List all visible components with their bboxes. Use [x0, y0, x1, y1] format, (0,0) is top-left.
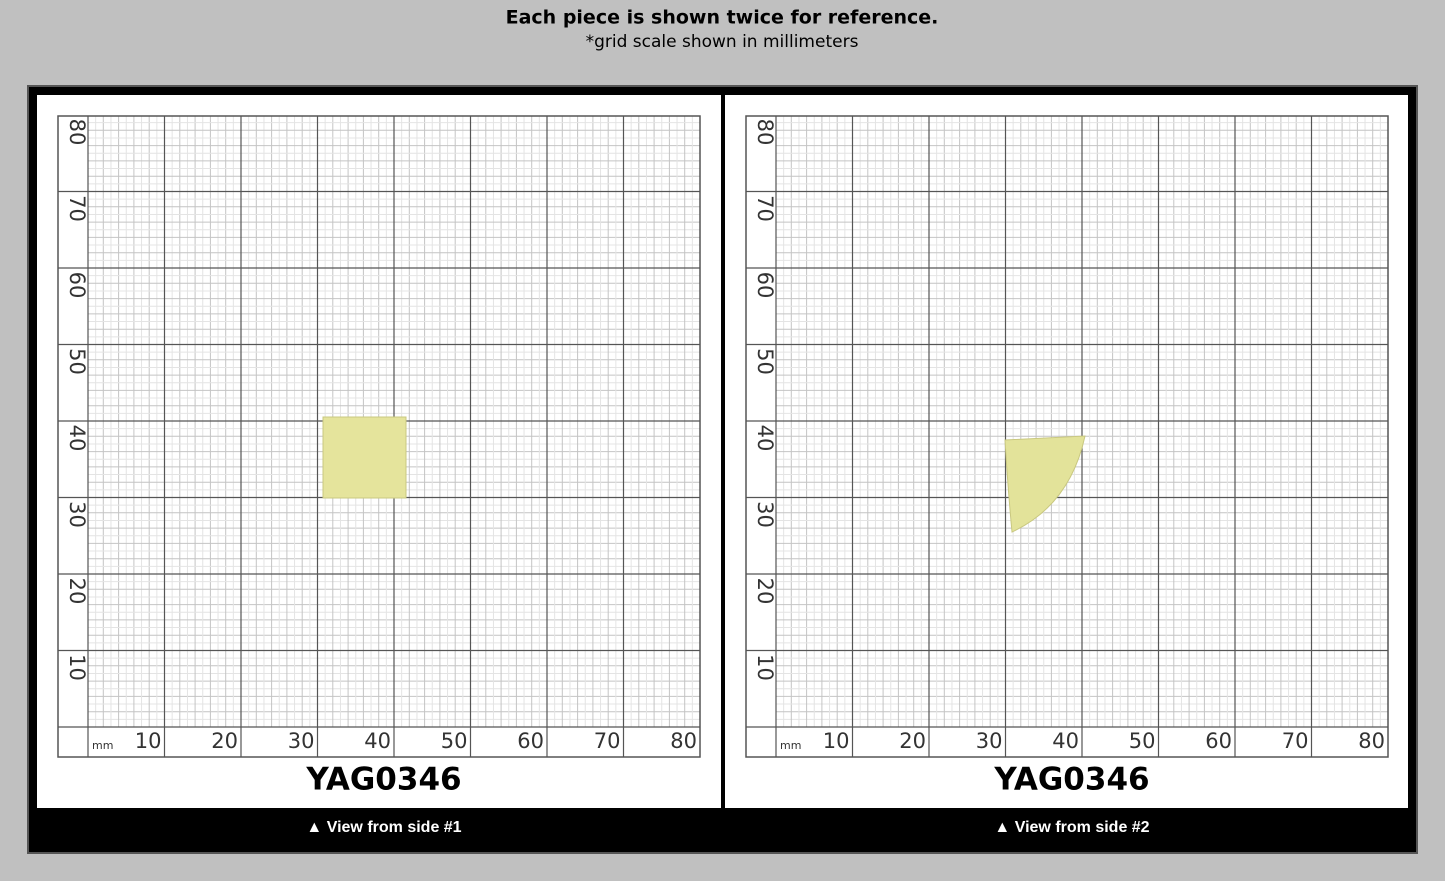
y-scale-label: 70: [65, 195, 89, 222]
y-scale-label: 70: [753, 195, 777, 222]
subtitle: *grid scale shown in millimeters: [586, 32, 859, 52]
y-scale-label: 60: [65, 272, 89, 299]
y-scale-label: 30: [753, 501, 777, 528]
x-scale-label: 20: [211, 729, 238, 753]
y-scale-label: 40: [753, 425, 777, 452]
x-scale-label: 40: [1052, 729, 1079, 753]
x-scale-label: 20: [899, 729, 926, 753]
y-scale-label: 10: [753, 654, 777, 681]
x-scale-label: 70: [1282, 729, 1309, 753]
panel: mm 10 20 30 40 50 60 70 80 10 20 30 40 50 60 70 80 YAG034…: [57, 115, 701, 836]
x-scale-label: 80: [1358, 729, 1385, 753]
caption: ▲ View from side #1: [306, 819, 461, 836]
piece-label: YAG0346: [305, 762, 461, 798]
x-scale-label: 40: [364, 729, 391, 753]
y-scale-label: 20: [753, 578, 777, 605]
x-scale-label: 60: [1205, 729, 1232, 753]
crystal-piece: [322, 416, 407, 499]
y-scale-label: 40: [65, 425, 89, 452]
y-scale-label: 50: [65, 348, 89, 375]
unit-label: mm: [780, 739, 801, 752]
x-scale-label: 70: [594, 729, 621, 753]
panel: mm 10 20 30 40 50 60 70 80 10 20 30 40 50 60 70 80 YAG034…: [745, 115, 1389, 836]
title: Each piece is shown twice for reference.: [506, 7, 939, 29]
x-scale-label: 10: [823, 729, 850, 753]
x-scale-label: 30: [976, 729, 1003, 753]
y-scale-label: 60: [753, 272, 777, 299]
x-scale-label: 50: [1129, 729, 1156, 753]
x-scale-label: 80: [670, 729, 697, 753]
y-scale-label: 80: [753, 119, 777, 146]
x-scale-label: 50: [441, 729, 468, 753]
grid-border: [57, 115, 701, 758]
x-scale-label: 10: [135, 729, 162, 753]
y-scale-label: 80: [65, 119, 89, 146]
x-scale-label: 60: [517, 729, 544, 753]
y-scale-label: 30: [65, 501, 89, 528]
crystal-piece: [1004, 435, 1086, 533]
unit-label: mm: [92, 739, 113, 752]
grid-border: [745, 115, 1389, 758]
caption: ▲ View from side #2: [994, 819, 1149, 836]
y-scale-label: 10: [65, 654, 89, 681]
y-scale-label: 20: [65, 578, 89, 605]
x-scale-label: 30: [288, 729, 315, 753]
y-scale-label: 50: [753, 348, 777, 375]
piece-label: YAG0346: [993, 762, 1149, 798]
